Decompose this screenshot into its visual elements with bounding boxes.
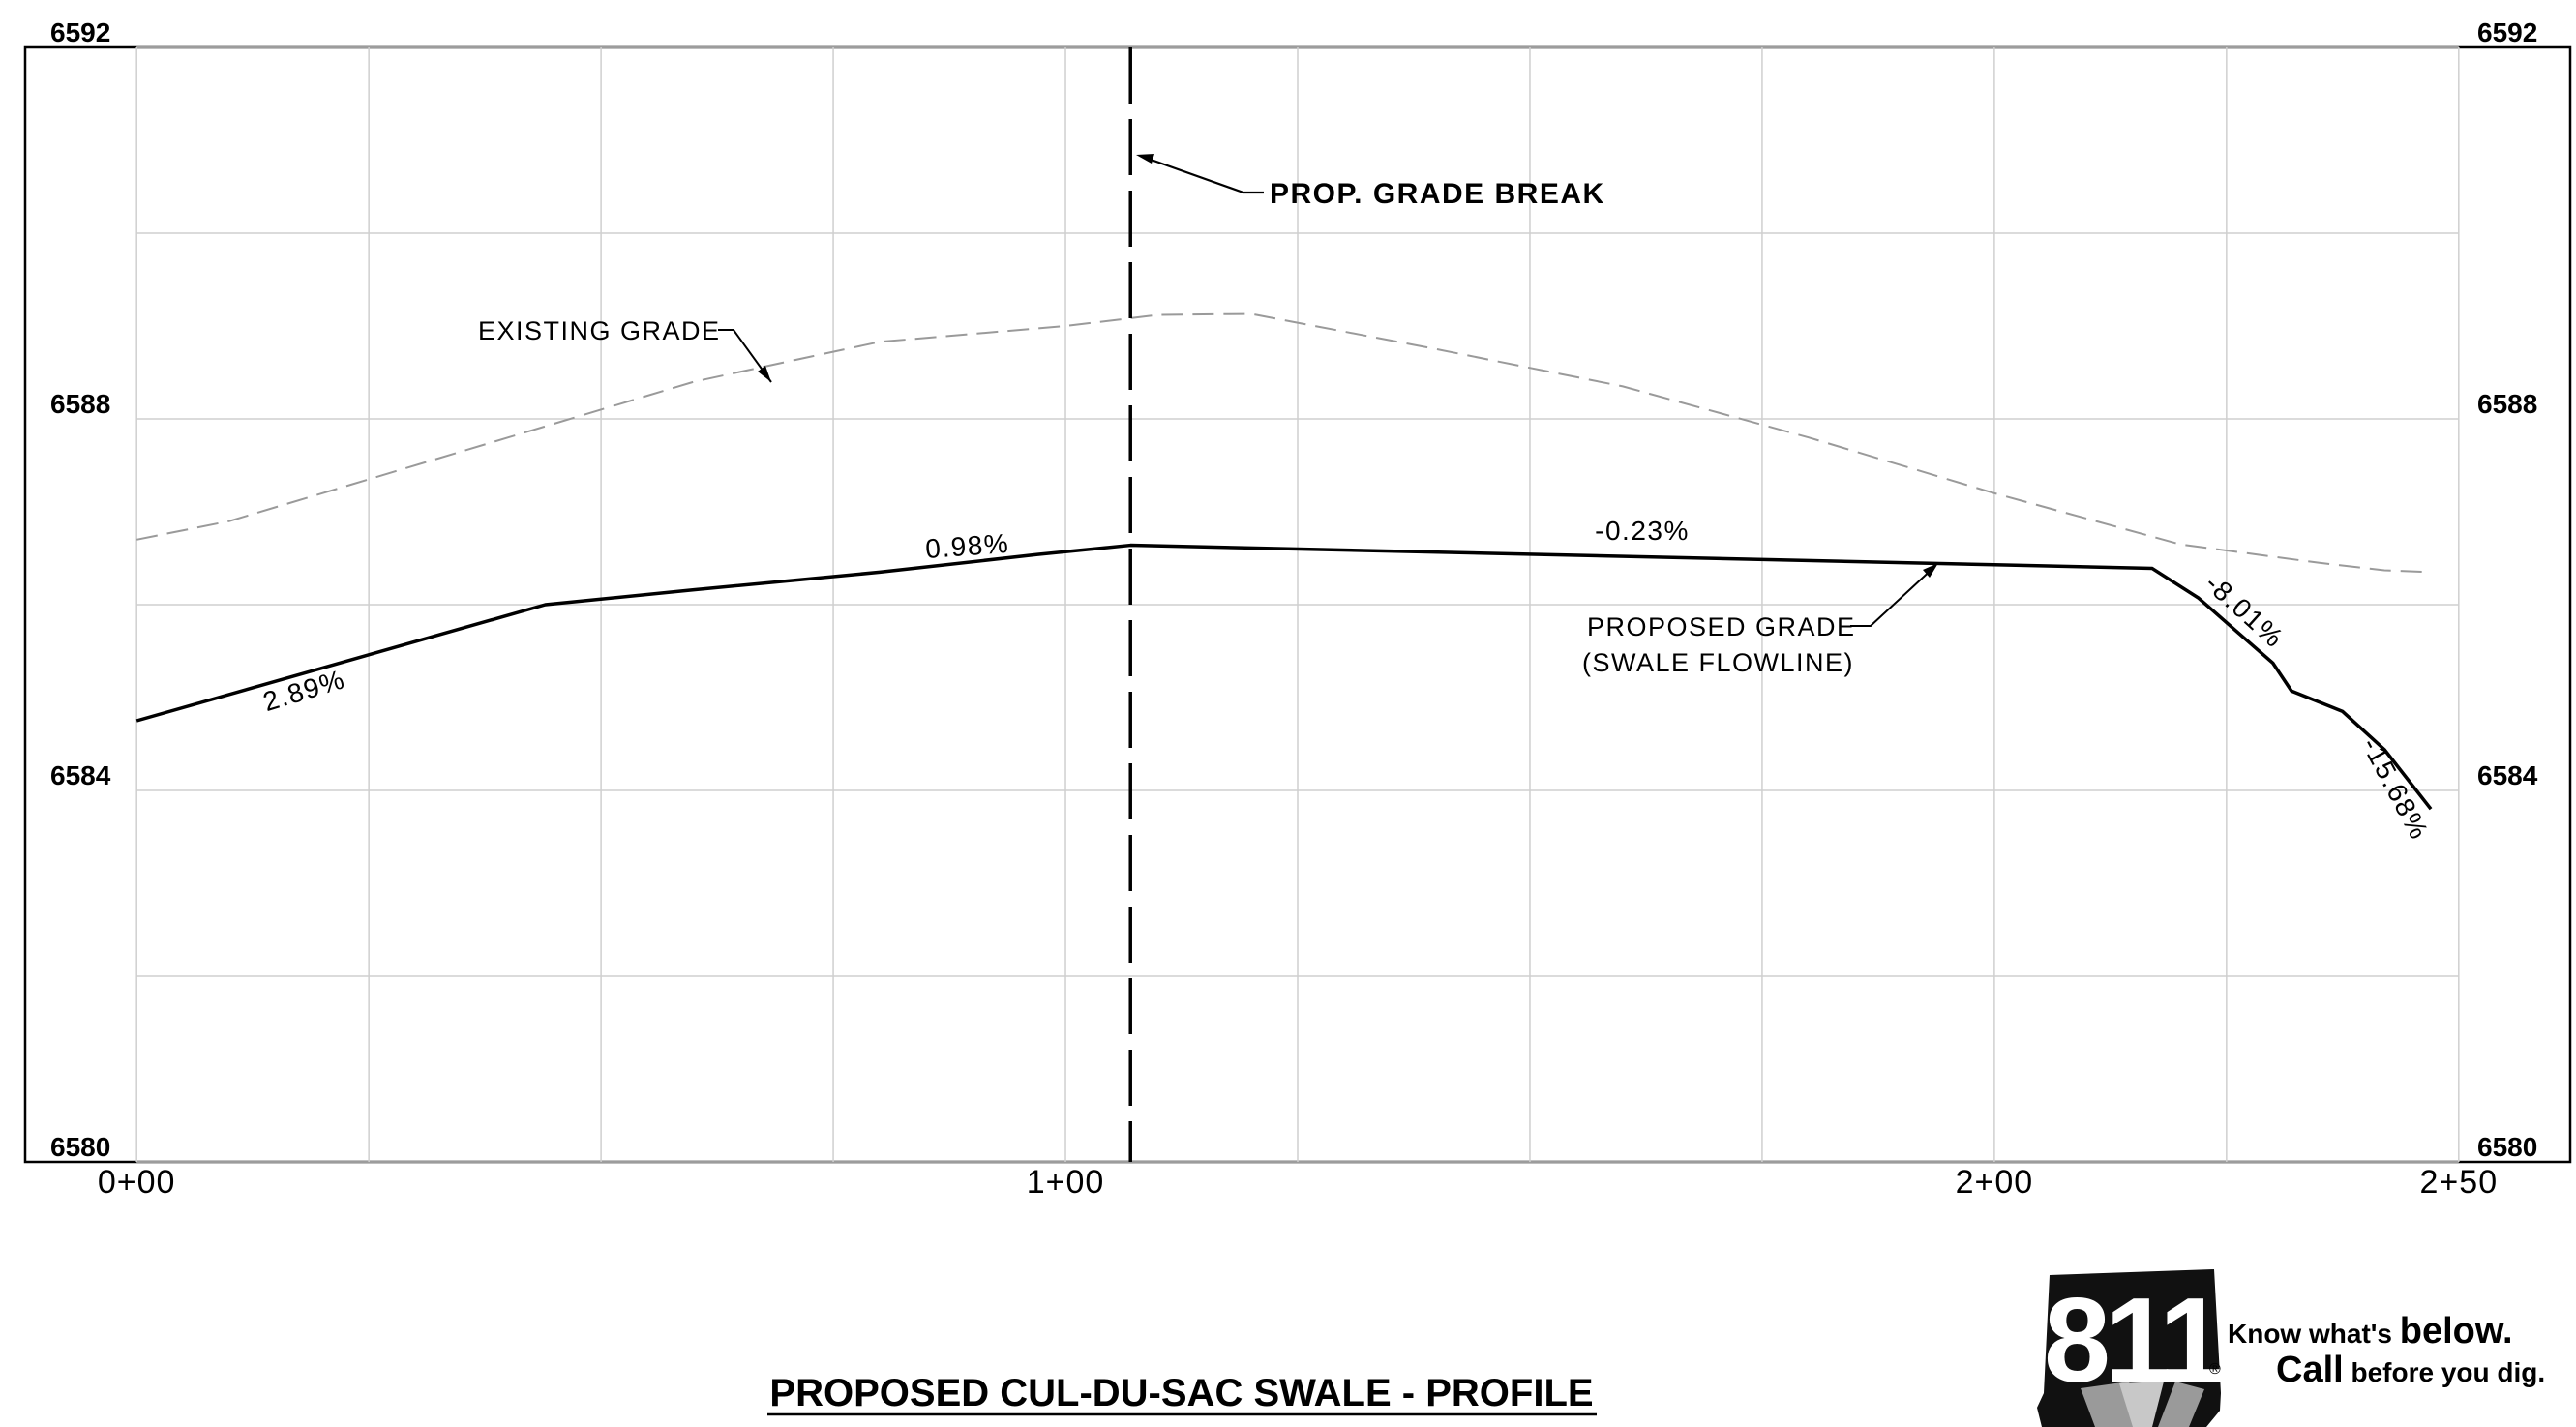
slope-label: 0.98%: [924, 528, 1010, 564]
grade-break-label: PROP. GRADE BREAK: [1270, 178, 1605, 210]
proposed-grade-label-line2: (SWALE FLOWLINE): [1582, 648, 1854, 677]
existing-grade-line: [135, 312, 2432, 574]
proposed-grade-leader: [1850, 565, 1936, 627]
y-tick-label-right: 6588: [2477, 389, 2537, 419]
proposed-grade-label-line1: PROPOSED GRADE: [1587, 612, 1856, 641]
existing-grade-layer: [135, 312, 2432, 574]
existing-grade-callout: EXISTING GRADE: [478, 316, 772, 383]
y-axis-labels: 6592 6592 6588 6588 6584 6584 6580 6580: [50, 17, 2538, 1162]
logo-tagline-line2: Call before you dig.: [2276, 1350, 2545, 1390]
x-tick-label: 0+00: [98, 1164, 176, 1201]
slope-annotations: 2.89%0.98% -0.23%-8.01%-15.68%: [259, 516, 2435, 845]
y-tick-label-right: 6584: [2477, 760, 2538, 790]
x-tick-label: 2+50: [2420, 1164, 2499, 1201]
x-tick-label: 2+00: [1956, 1164, 2034, 1201]
y-tick-label-left: 6588: [50, 389, 110, 419]
logo-tagline-line2-big: Call: [2276, 1350, 2344, 1390]
existing-grade-arrowhead: [758, 366, 771, 382]
existing-grade-leader: [718, 329, 772, 383]
call-811-logo: 811 ® Know what's below. Call before you…: [2037, 1269, 2545, 1427]
grid: [135, 46, 2460, 1163]
y-tick-label-left: 6584: [50, 760, 111, 790]
y-tick-label-left: 6592: [50, 17, 110, 47]
slope-label: -0.23%: [1595, 516, 1690, 546]
grade-break-leader: [1139, 154, 1264, 194]
y-tick-label-right: 6580: [2477, 1132, 2537, 1162]
logo-tagline-line1-small: Know what's: [2228, 1319, 2400, 1349]
proposed-grade-line: [135, 543, 2433, 811]
proposed-grade-callout: PROPOSED GRADE (SWALE FLOWLINE): [1582, 563, 1938, 677]
logo-tagline-line1: Know what's below.: [2228, 1311, 2513, 1352]
logo-registered: ®: [2209, 1361, 2221, 1378]
grade-break-callout: PROP. GRADE BREAK: [1136, 154, 1605, 210]
slope-label: -15.68%: [2356, 732, 2435, 845]
proposed-grade-arrowhead: [1923, 563, 1938, 578]
logo-number: 811: [2044, 1274, 2223, 1408]
logo-tagline-line2-small: before you dig.: [2344, 1357, 2545, 1387]
shovel-icon: [2081, 1382, 2204, 1427]
shovel-blade-icon: [2119, 1382, 2164, 1427]
drawing-title: PROPOSED CUL-DU-SAC SWALE - PROFILE: [769, 1372, 1593, 1414]
x-axis-labels: 0+00 1+00 2+00 2+50: [98, 1164, 2499, 1201]
proposed-grade-layer: [135, 543, 2433, 811]
grade-break-arrowhead: [1136, 154, 1154, 164]
existing-grade-label: EXISTING GRADE: [478, 316, 721, 345]
x-tick-label: 1+00: [1027, 1164, 1105, 1201]
logo-tagline-line1-big: below.: [2400, 1311, 2513, 1352]
y-tick-label-left: 6580: [50, 1132, 110, 1162]
y-tick-label-right: 6592: [2477, 17, 2537, 47]
